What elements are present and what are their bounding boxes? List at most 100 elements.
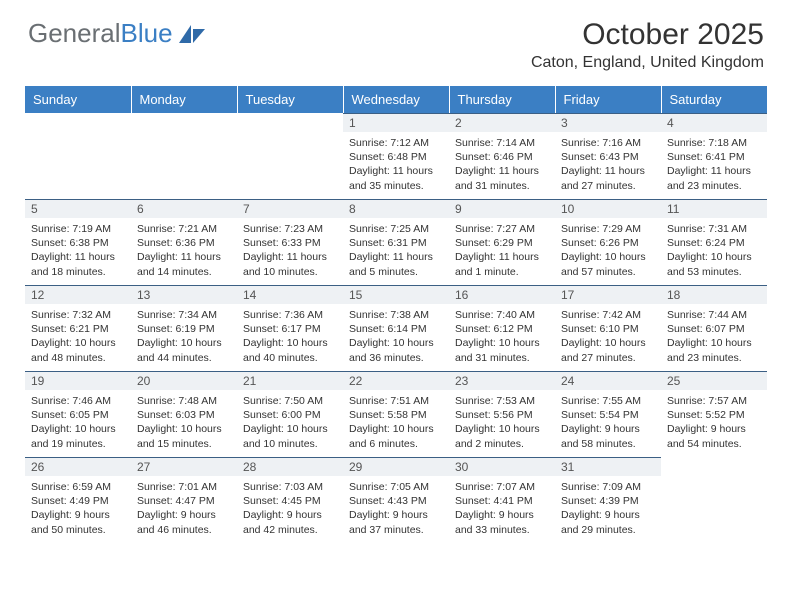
day-details: Sunrise: 7:42 AMSunset: 6:10 PMDaylight:… [555,304,661,371]
sunrise-line: Sunrise: 7:38 AM [349,308,443,322]
daylight-line: Daylight: 10 hours and 2 minutes. [455,422,549,450]
calendar-day-cell: 4Sunrise: 7:18 AMSunset: 6:41 PMDaylight… [661,113,767,199]
day-details: Sunrise: 7:01 AMSunset: 4:47 PMDaylight:… [131,476,237,543]
sunset-line: Sunset: 6:29 PM [455,236,549,250]
daylight-line: Daylight: 9 hours and 58 minutes. [561,422,655,450]
sunrise-line: Sunrise: 7:27 AM [455,222,549,236]
weekday-header: Thursday [449,86,555,113]
day-number: 14 [237,285,343,304]
daylight-line: Daylight: 10 hours and 36 minutes. [349,336,443,364]
day-number: 13 [131,285,237,304]
day-number: 3 [555,113,661,132]
calendar-week-row: 5Sunrise: 7:19 AMSunset: 6:38 PMDaylight… [25,199,767,285]
day-number: 10 [555,199,661,218]
sunset-line: Sunset: 6:17 PM [243,322,337,336]
sunset-line: Sunset: 4:45 PM [243,494,337,508]
brand-part2: Blue [121,18,173,49]
day-number: 18 [661,285,767,304]
calendar-day-cell: 30Sunrise: 7:07 AMSunset: 4:41 PMDayligh… [449,457,555,543]
day-details: Sunrise: 7:18 AMSunset: 6:41 PMDaylight:… [661,132,767,199]
calendar-blank-cell [131,113,237,199]
sunrise-line: Sunrise: 7:21 AM [137,222,231,236]
sunset-line: Sunset: 6:38 PM [31,236,125,250]
sunset-line: Sunset: 6:00 PM [243,408,337,422]
calendar-day-cell: 6Sunrise: 7:21 AMSunset: 6:36 PMDaylight… [131,199,237,285]
weekday-header: Friday [555,86,661,113]
sunrise-line: Sunrise: 7:44 AM [667,308,761,322]
weekday-header: Monday [131,86,237,113]
daylight-line: Daylight: 11 hours and 31 minutes. [455,164,549,192]
calendar-day-cell: 27Sunrise: 7:01 AMSunset: 4:47 PMDayligh… [131,457,237,543]
daylight-line: Daylight: 9 hours and 46 minutes. [137,508,231,536]
sunset-line: Sunset: 5:54 PM [561,408,655,422]
weekday-header-row: SundayMondayTuesdayWednesdayThursdayFrid… [25,86,767,113]
calendar-day-cell: 22Sunrise: 7:51 AMSunset: 5:58 PMDayligh… [343,371,449,457]
calendar-day-cell: 28Sunrise: 7:03 AMSunset: 4:45 PMDayligh… [237,457,343,543]
calendar-day-cell: 16Sunrise: 7:40 AMSunset: 6:12 PMDayligh… [449,285,555,371]
calendar-day-cell: 23Sunrise: 7:53 AMSunset: 5:56 PMDayligh… [449,371,555,457]
daylight-line: Daylight: 10 hours and 57 minutes. [561,250,655,278]
daylight-line: Daylight: 10 hours and 40 minutes. [243,336,337,364]
sunset-line: Sunset: 6:41 PM [667,150,761,164]
day-number: 11 [661,199,767,218]
day-details: Sunrise: 7:19 AMSunset: 6:38 PMDaylight:… [25,218,131,285]
calendar-day-cell: 26Sunrise: 6:59 AMSunset: 4:49 PMDayligh… [25,457,131,543]
sunrise-line: Sunrise: 7:23 AM [243,222,337,236]
calendar-week-row: 19Sunrise: 7:46 AMSunset: 6:05 PMDayligh… [25,371,767,457]
calendar-day-cell: 1Sunrise: 7:12 AMSunset: 6:48 PMDaylight… [343,113,449,199]
day-details: Sunrise: 7:07 AMSunset: 4:41 PMDaylight:… [449,476,555,543]
day-number: 1 [343,113,449,132]
day-details: Sunrise: 7:55 AMSunset: 5:54 PMDaylight:… [555,390,661,457]
daylight-line: Daylight: 10 hours and 10 minutes. [243,422,337,450]
day-number: 9 [449,199,555,218]
calendar-day-cell: 8Sunrise: 7:25 AMSunset: 6:31 PMDaylight… [343,199,449,285]
daylight-line: Daylight: 11 hours and 18 minutes. [31,250,125,278]
day-number: 4 [661,113,767,132]
calendar-blank-cell [661,457,767,543]
daylight-line: Daylight: 11 hours and 1 minute. [455,250,549,278]
calendar-day-cell: 3Sunrise: 7:16 AMSunset: 6:43 PMDaylight… [555,113,661,199]
calendar-table: SundayMondayTuesdayWednesdayThursdayFrid… [25,86,767,543]
sail-icon [177,23,207,45]
day-number [661,457,767,462]
day-number: 26 [25,457,131,476]
sunset-line: Sunset: 6:12 PM [455,322,549,336]
daylight-line: Daylight: 10 hours and 31 minutes. [455,336,549,364]
sunrise-line: Sunrise: 7:34 AM [137,308,231,322]
daylight-line: Daylight: 10 hours and 44 minutes. [137,336,231,364]
sunrise-line: Sunrise: 7:18 AM [667,136,761,150]
sunset-line: Sunset: 6:48 PM [349,150,443,164]
day-number: 20 [131,371,237,390]
weekday-header: Wednesday [343,86,449,113]
day-number: 15 [343,285,449,304]
sunset-line: Sunset: 6:46 PM [455,150,549,164]
daylight-line: Daylight: 9 hours and 50 minutes. [31,508,125,536]
sunset-line: Sunset: 4:43 PM [349,494,443,508]
sunrise-line: Sunrise: 7:31 AM [667,222,761,236]
calendar-day-cell: 25Sunrise: 7:57 AMSunset: 5:52 PMDayligh… [661,371,767,457]
sunset-line: Sunset: 4:39 PM [561,494,655,508]
day-number: 28 [237,457,343,476]
sunrise-line: Sunrise: 7:55 AM [561,394,655,408]
calendar-day-cell: 15Sunrise: 7:38 AMSunset: 6:14 PMDayligh… [343,285,449,371]
sunset-line: Sunset: 6:07 PM [667,322,761,336]
sunrise-line: Sunrise: 7:36 AM [243,308,337,322]
day-details: Sunrise: 7:40 AMSunset: 6:12 PMDaylight:… [449,304,555,371]
header: GeneralBlue October 2025 Caton, England,… [0,0,792,78]
calendar-day-cell: 2Sunrise: 7:14 AMSunset: 6:46 PMDaylight… [449,113,555,199]
sunset-line: Sunset: 6:05 PM [31,408,125,422]
calendar-week-row: 1Sunrise: 7:12 AMSunset: 6:48 PMDaylight… [25,113,767,199]
day-number: 24 [555,371,661,390]
calendar-blank-cell [25,113,131,199]
day-details: Sunrise: 7:53 AMSunset: 5:56 PMDaylight:… [449,390,555,457]
day-details: Sunrise: 7:29 AMSunset: 6:26 PMDaylight:… [555,218,661,285]
day-number: 8 [343,199,449,218]
day-number: 31 [555,457,661,476]
sunrise-line: Sunrise: 7:40 AM [455,308,549,322]
weekday-header: Sunday [25,86,131,113]
daylight-line: Daylight: 10 hours and 53 minutes. [667,250,761,278]
sunrise-line: Sunrise: 7:53 AM [455,394,549,408]
day-details: Sunrise: 7:57 AMSunset: 5:52 PMDaylight:… [661,390,767,457]
sunset-line: Sunset: 6:26 PM [561,236,655,250]
calendar-day-cell: 17Sunrise: 7:42 AMSunset: 6:10 PMDayligh… [555,285,661,371]
